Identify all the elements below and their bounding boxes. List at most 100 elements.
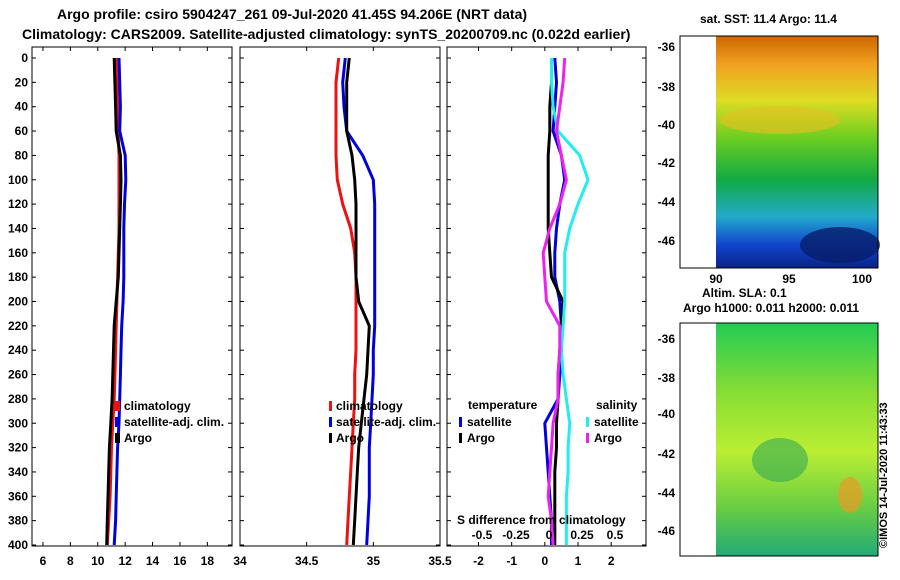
legend-swatch-climatology xyxy=(115,401,120,411)
profile-plots: 6 8 10 12 14 16 180204060801001201401601802002… xyxy=(8,46,647,568)
legend-label-argo: Argo xyxy=(336,431,364,445)
depth-tick-label: 320 xyxy=(8,441,28,455)
depth-tick-label: 40 xyxy=(15,100,29,114)
depth-tick-label: 100 xyxy=(8,173,28,187)
sst-lat-label: -42 xyxy=(658,156,676,170)
temperature-series-argo xyxy=(105,57,123,546)
temperature-x-tick-label: 10 xyxy=(91,554,105,568)
temperature-plot-frame xyxy=(31,46,233,547)
sst-lon-label: 95 xyxy=(782,272,796,286)
legend-swatch-argo xyxy=(115,433,120,443)
salinity-x-tick-label: 34 xyxy=(233,554,247,568)
salinity-x-tick-label: 35.5 xyxy=(428,554,452,568)
sla-map-title-line2: Argo h1000: 0.011 h2000: 0.011 xyxy=(683,301,860,315)
sla-map-axes: -36 -38 -40 -42 -44 -46 xyxy=(658,332,676,538)
salinity-series-satellite-adj-clim- xyxy=(341,57,377,546)
sst-lat-label: -46 xyxy=(658,234,676,248)
temperature-x-tick-label: 16 xyxy=(173,554,187,568)
legend-label-sal-satellite: satellite xyxy=(594,415,639,429)
s-diff-tick-label: 0 xyxy=(546,528,553,542)
salinity-plot-frame xyxy=(239,46,441,547)
sst-lon-label: 100 xyxy=(852,272,872,286)
sst-map-title: sat. SST: 11.4 Argo: 11.4 xyxy=(700,12,837,26)
depth-tick-label: 140 xyxy=(8,221,28,235)
s-diff-tick-label: 0.5 xyxy=(607,528,624,542)
legend-label-satellite: satellite-adj. clim. xyxy=(124,415,224,429)
sla-high-patch xyxy=(838,477,862,513)
temperature-x-tick-label: 6 xyxy=(40,554,47,568)
diff-legend: temperature satellite Argo salinity sate… xyxy=(459,398,639,445)
legend-swatch-temp-satellite xyxy=(459,417,462,427)
depth-tick-label: 340 xyxy=(8,465,28,479)
s-diff-tick-label: -0.5 xyxy=(472,528,493,542)
sla-map-frame xyxy=(679,322,879,557)
sla-map-title-line1: Altim. SLA: 0.1 xyxy=(702,286,787,300)
salinity-series-climatology xyxy=(334,57,358,546)
sst-lat-label: -44 xyxy=(658,195,676,209)
legend-swatch-argo xyxy=(329,433,332,443)
sst-cold-patch xyxy=(800,227,880,263)
sst-map-frame xyxy=(679,35,879,269)
sla-map xyxy=(679,322,879,557)
depth-tick-label: 180 xyxy=(8,270,28,284)
depth-tick-label: 60 xyxy=(15,124,29,138)
difference-plot-frame xyxy=(446,46,647,547)
difference-series-salinity-satellite xyxy=(550,58,590,545)
legend-label-argo: Argo xyxy=(124,431,152,445)
depth-tick-label: 80 xyxy=(15,148,29,162)
difference-series-salinity-argo xyxy=(541,57,568,546)
sst-map-axes: -36 -38 -40 -42 -44 -46 90 95 100 xyxy=(658,40,873,286)
legend-title-salinity: salinity xyxy=(596,398,638,412)
figure-title-line1: Argo profile: csiro 5904247_261 09-Jul-2… xyxy=(57,6,528,22)
difference-x-tick-label: -1 xyxy=(506,554,517,568)
depth-tick-label: 380 xyxy=(8,514,28,528)
salinity-series-argo xyxy=(345,57,371,546)
depth-tick-label: 120 xyxy=(8,197,28,211)
sla-map-image xyxy=(716,323,878,556)
temperature-x-tick-label: 8 xyxy=(67,554,74,568)
depth-tick-label: 300 xyxy=(8,416,28,430)
difference-x-tick-label: 0 xyxy=(541,554,548,568)
depth-tick-label: 400 xyxy=(8,538,28,552)
sst-map xyxy=(679,35,880,269)
sal-legend: climatology satellite-adj. clim. Argo xyxy=(329,399,436,445)
legend-title-temperature: temperature xyxy=(468,398,538,412)
legend-label-temp-argo: Argo xyxy=(467,431,495,445)
depth-tick-label: 360 xyxy=(8,489,28,503)
legend-swatch-satellite xyxy=(329,417,332,427)
sla-lat-label: -38 xyxy=(658,371,676,385)
temperature-x-tick-label: 12 xyxy=(118,554,132,568)
difference-series-temperature-satellite xyxy=(543,57,567,545)
temperature-x-tick-label: 18 xyxy=(201,554,215,568)
depth-tick-label: 260 xyxy=(8,368,28,382)
figure-title-line2: Climatology: CARS2009. Satellite-adjuste… xyxy=(22,26,631,42)
legend-swatch-climatology xyxy=(329,401,332,411)
depth-tick-label: 20 xyxy=(15,75,29,89)
difference-x-tick-label: -2 xyxy=(473,554,484,568)
depth-tick-label: 220 xyxy=(8,319,28,333)
sst-lon-label: 90 xyxy=(709,272,723,286)
depth-tick-label: 160 xyxy=(8,246,28,260)
s-difference-axis-title: S difference from climatology xyxy=(457,513,626,527)
difference-x-tick-label: 2 xyxy=(608,554,615,568)
s-difference-axis: S difference from climatology -0.5 -0.25… xyxy=(457,513,626,542)
temp-legend: climatology satellite-adj. clim. Argo xyxy=(115,399,224,445)
depth-tick-label: 280 xyxy=(8,392,28,406)
sla-lat-label: -42 xyxy=(658,447,676,461)
sla-lat-label: -46 xyxy=(658,524,676,538)
sst-warm-patch xyxy=(720,106,840,134)
s-diff-tick-label: 0.25 xyxy=(570,528,594,542)
salinity-x-tick-label: 35 xyxy=(367,554,381,568)
depth-tick-label: 200 xyxy=(8,295,28,309)
temperature-x-tick-label: 14 xyxy=(146,554,160,568)
depth-tick-label: 0 xyxy=(21,51,28,65)
legend-label-climatology: climatology xyxy=(124,399,191,413)
temperature-series-satellite-adj-clim- xyxy=(112,57,128,546)
depth-tick-label: 240 xyxy=(8,343,28,357)
legend-label-sal-argo: Argo xyxy=(594,431,622,445)
legend-swatch-temp-argo xyxy=(459,433,462,443)
legend-label-satellite: satellite-adj. clim. xyxy=(336,415,436,429)
sst-lat-label: -36 xyxy=(658,40,676,54)
